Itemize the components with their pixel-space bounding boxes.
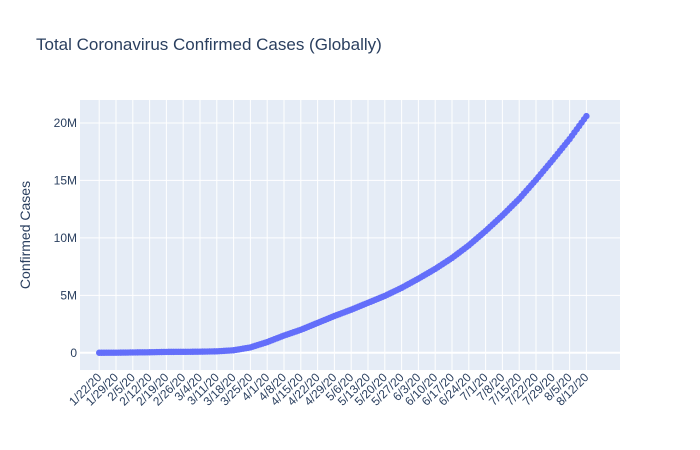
y-tick-label: 5M <box>60 288 77 302</box>
y-tick-label: 20M <box>54 116 77 130</box>
marker-layer <box>96 112 590 356</box>
y-tick-label: 10M <box>54 231 77 245</box>
plot-background <box>80 100 620 370</box>
x-tick-labels: 1/22/201/29/202/5/202/12/202/19/202/26/2… <box>66 370 592 408</box>
data-point[interactable] <box>583 112 590 120</box>
y-tick-label: 0 <box>70 346 77 360</box>
grid-layer <box>80 100 620 370</box>
y-tick-labels: 0 5M 10M 15M 20M <box>54 116 78 360</box>
y-axis-title: Confirmed Cases <box>17 181 33 289</box>
y-tick-label: 15M <box>54 173 77 187</box>
chart-title: Total Coronavirus Confirmed Cases (Globa… <box>36 35 382 54</box>
